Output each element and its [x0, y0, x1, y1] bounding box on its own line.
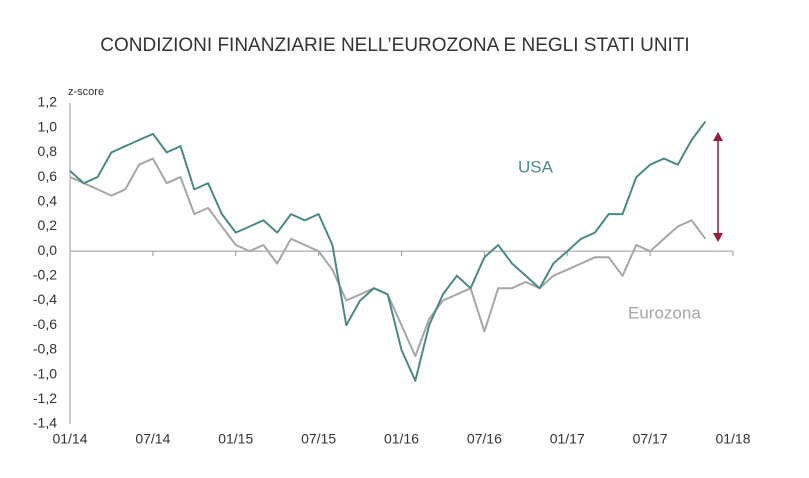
y-tick-label: -1,2	[33, 390, 57, 406]
x-tick-label: 07/15	[301, 431, 336, 447]
usa-label: USA	[518, 157, 554, 176]
x-tick-label: 01/15	[218, 431, 253, 447]
y-tick-label: -0,6	[33, 316, 57, 332]
y-tick-label: 0,2	[38, 217, 58, 233]
y-tick-label: -0,8	[33, 341, 57, 357]
gap-arrow	[713, 132, 723, 242]
y-tick-label: 0,4	[38, 192, 58, 208]
x-tick-label: 01/16	[384, 431, 419, 447]
series-line	[69, 157, 707, 358]
x-tick-label: 07/17	[633, 431, 668, 447]
y-tick-label: 0,0	[38, 242, 58, 258]
x-tick-label: 01/17	[550, 431, 585, 447]
x-tick-label: 07/16	[467, 431, 502, 447]
y-tick-label: 1,2	[38, 94, 58, 110]
eurozone-label: Eurozona	[628, 303, 701, 322]
y-tick-label: -1,0	[33, 365, 57, 381]
y-tick-label: -1,4	[33, 415, 57, 431]
x-tick-label: 01/18	[715, 431, 750, 447]
chart-title: CONDIZIONI FINANZIARIE NELL’EUROZONA E N…	[100, 35, 689, 56]
y-tick-label: 0,6	[38, 168, 58, 184]
y-tick-label: -0,4	[33, 291, 57, 307]
y-tick-label: 1,0	[38, 118, 58, 134]
y-tick-label: 0,8	[38, 143, 58, 159]
y-tick-label: -0,2	[33, 267, 57, 283]
x-tick-label: 07/14	[135, 431, 170, 447]
x-tick-label: 01/14	[52, 431, 87, 447]
y-axis-label: z-score	[68, 86, 104, 98]
series-line	[69, 120, 707, 382]
